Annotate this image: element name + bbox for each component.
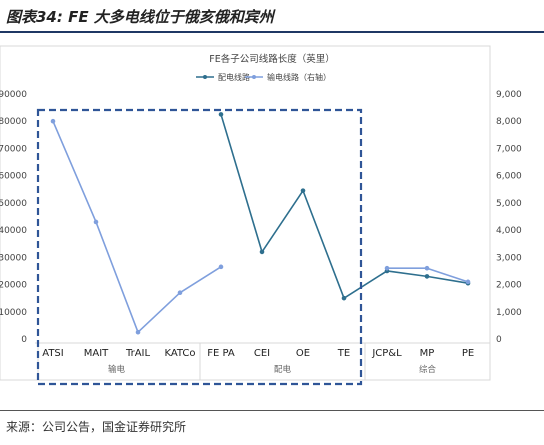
data-point-transmission bbox=[424, 265, 430, 271]
x-tick-label: CEI bbox=[254, 348, 270, 359]
y-left-tick-label: 80000 bbox=[0, 117, 27, 127]
data-point-transmission bbox=[384, 265, 390, 271]
y-left-tick-label: 20000 bbox=[0, 281, 27, 291]
x-tick-label: MAIT bbox=[84, 348, 109, 359]
series-line-distribution bbox=[220, 114, 469, 299]
data-point-distribution bbox=[424, 274, 430, 279]
y-right-tick-label: 5,000 bbox=[496, 199, 522, 209]
y-left-tick-label: 50000 bbox=[0, 199, 27, 209]
data-point-transmission bbox=[177, 290, 183, 296]
data-point-transmission bbox=[50, 118, 56, 124]
y-left-tick-label: 0 bbox=[21, 335, 27, 345]
legend-marker-distribution bbox=[203, 75, 207, 79]
y-right-tick-label: 6,000 bbox=[496, 172, 522, 182]
x-tick-label: FE PA bbox=[207, 348, 235, 359]
legend-label-distribution: 配电线路 bbox=[218, 72, 250, 82]
data-point-distribution bbox=[300, 188, 306, 193]
x-tick-label: TrAIL bbox=[125, 348, 151, 359]
title-divider bbox=[0, 31, 544, 33]
y-right-tick-label: 7,000 bbox=[496, 144, 522, 154]
y-left-tick-label: 60000 bbox=[0, 172, 27, 182]
y-right-tick-label: 8,000 bbox=[496, 117, 522, 127]
y-left-tick-label: 30000 bbox=[0, 253, 27, 263]
legend-marker-transmission bbox=[252, 75, 256, 79]
y-right-tick-label: 4,000 bbox=[496, 226, 522, 236]
x-tick-label: OE bbox=[296, 348, 310, 359]
group-label: 配电 bbox=[274, 364, 292, 375]
data-point-distribution bbox=[218, 112, 224, 117]
x-tick-label: ATSI bbox=[42, 348, 63, 359]
x-tick-label: JCP&L bbox=[371, 348, 402, 359]
y-left-tick-label: 10000 bbox=[0, 308, 27, 318]
y-left-tick-label: 40000 bbox=[0, 226, 27, 236]
y-left-tick-label: 70000 bbox=[0, 144, 27, 154]
data-point-distribution bbox=[341, 295, 347, 301]
data-point-distribution bbox=[259, 249, 265, 255]
x-tick-label: TE bbox=[337, 348, 350, 359]
series-line-transmission bbox=[52, 120, 222, 333]
data-point-transmission bbox=[465, 279, 471, 285]
y-right-tick-label: 9,000 bbox=[496, 90, 522, 100]
figure-title: 图表34: FE 大多电线位于俄亥俄和宾州 bbox=[6, 8, 274, 26]
y-right-tick-label: 0 bbox=[496, 335, 502, 345]
data-point-transmission bbox=[93, 219, 99, 225]
chart-frame bbox=[0, 45, 491, 381]
data-point-transmission bbox=[135, 329, 141, 335]
y-left-tick-label: 90000 bbox=[0, 90, 27, 100]
x-tick-label: KATCo bbox=[164, 348, 195, 359]
data-point-transmission bbox=[218, 264, 224, 270]
y-right-tick-label: 1,000 bbox=[496, 308, 522, 318]
source-divider bbox=[0, 410, 544, 411]
legend-label-transmission: 输电线路（右轴） bbox=[267, 72, 331, 82]
group-label: 综合 bbox=[419, 364, 437, 375]
source-note: 来源：公司公告，国金证券研究所 bbox=[6, 420, 187, 434]
chart-title: FE各子公司线路长度（英里） bbox=[209, 53, 334, 65]
highlight-box bbox=[36, 108, 363, 386]
x-tick-label: MP bbox=[420, 348, 435, 359]
y-right-tick-label: 3,000 bbox=[496, 253, 522, 263]
group-label: 输电 bbox=[108, 364, 126, 375]
x-tick-label: PE bbox=[462, 348, 474, 359]
y-right-tick-label: 2,000 bbox=[496, 281, 522, 291]
